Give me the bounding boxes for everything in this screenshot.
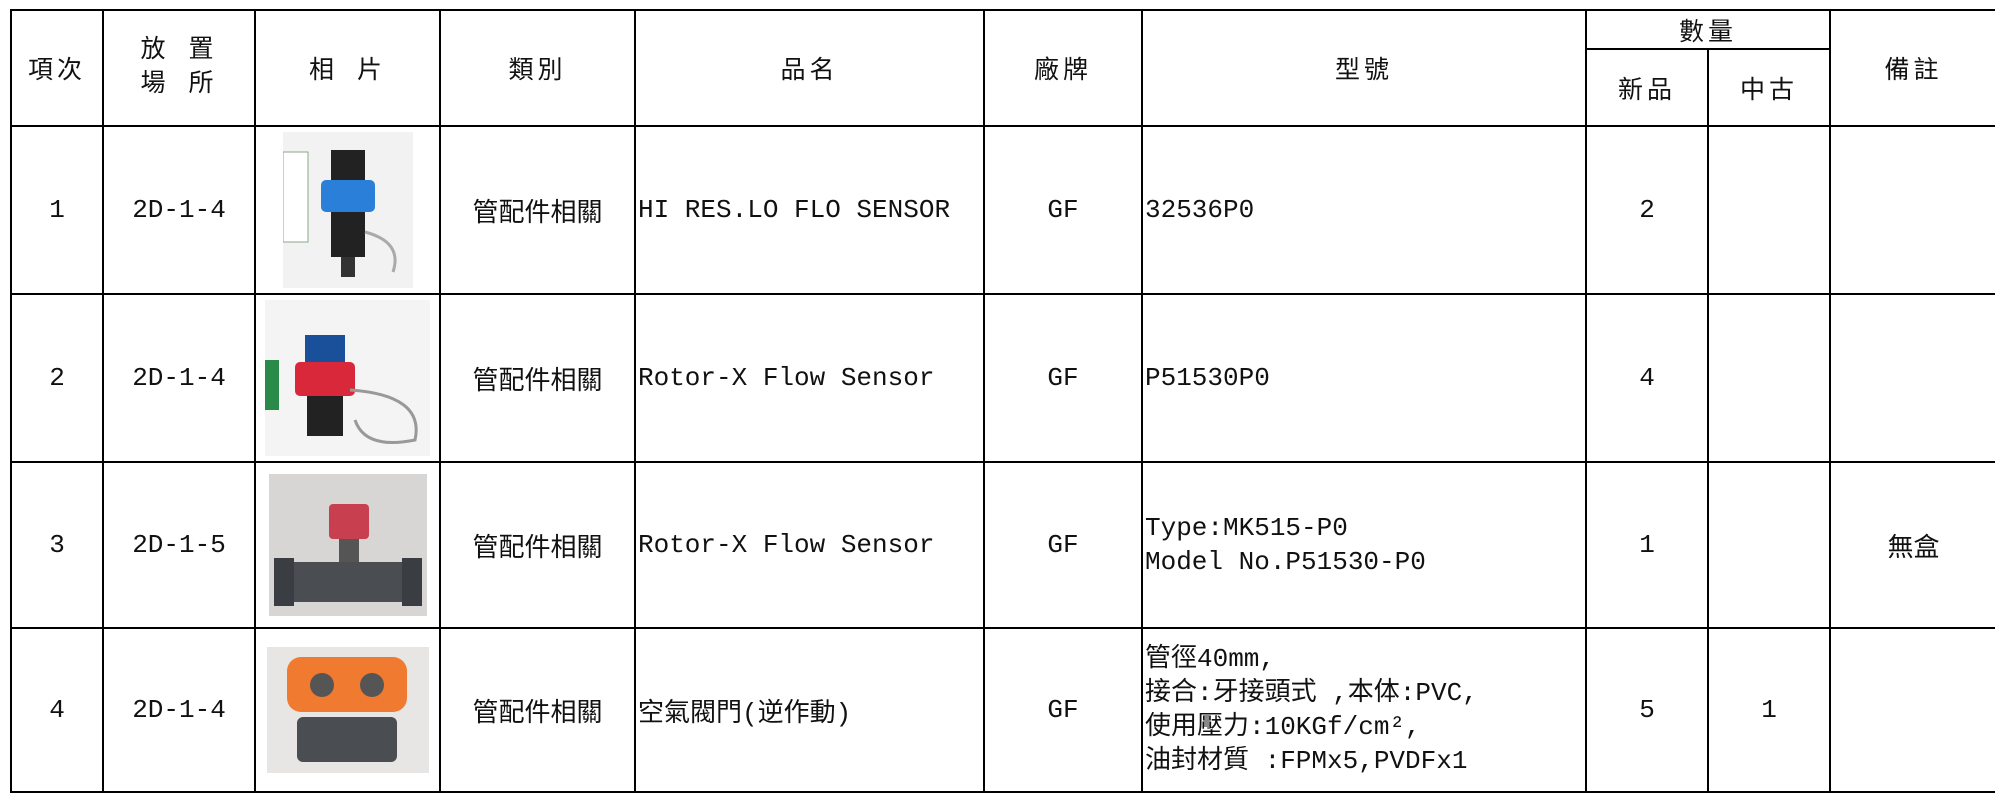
cell: 2D-1-5 (102, 461, 256, 629)
header-cell: 廠牌 (983, 9, 1143, 127)
cell: 空氣閥門(逆作動) (634, 627, 985, 793)
cell: 4 (10, 627, 104, 793)
cell (1706, 461, 1832, 629)
cell: 2D-1-4 (102, 627, 256, 793)
cell: 無盒 (1829, 461, 1995, 629)
header-cell: 品名 (634, 9, 985, 127)
product-photo (268, 474, 427, 616)
cell: GF (983, 125, 1143, 295)
model-line: Model No.P51530-P0 (1145, 547, 1426, 577)
cell: 2 (10, 293, 104, 463)
photo-cell (254, 125, 441, 295)
cell (1829, 125, 1995, 295)
header-cell: 相 片 (254, 9, 441, 127)
cell: 2D-1-4 (102, 293, 256, 463)
model-line: 油封材質 :FPMx5,PVDFx1 (1145, 746, 1468, 776)
cell (1829, 293, 1995, 463)
cell: 管配件相關 (439, 293, 636, 463)
cell: 4 (1585, 293, 1709, 463)
cell: 3 (10, 461, 104, 629)
model-line: 接合:牙接頭式 ,本体:PVC, (1145, 678, 1478, 708)
header-cell: 新品 (1585, 48, 1709, 127)
cell (1706, 293, 1832, 463)
cell: Rotor-X Flow Sensor (634, 293, 985, 463)
cell: Rotor-X Flow Sensor (634, 461, 985, 629)
product-photo (266, 647, 429, 773)
photo-cell (254, 293, 441, 463)
product-photo (282, 132, 413, 288)
header-cell: 中古 (1706, 48, 1832, 127)
photo-cell (254, 627, 441, 793)
cell: 2 (1585, 125, 1709, 295)
cell: 5 (1585, 627, 1709, 793)
header-cell: 類別 (439, 9, 636, 127)
model-line: P51530P0 (1145, 363, 1270, 393)
header-cell: 項次 (10, 9, 104, 127)
cell: 32536P0 (1141, 125, 1587, 295)
cell: 1 (10, 125, 104, 295)
cell: Type:MK515-P0 Model No.P51530-P0 (1141, 461, 1587, 629)
model-line: Type:MK515-P0 (1145, 513, 1348, 543)
model-line: 使用壓力:10KGf/cm², (1145, 712, 1421, 742)
cell: 1 (1706, 627, 1832, 793)
photo-cell (254, 461, 441, 629)
cell: GF (983, 293, 1143, 463)
header-cell: 數量 (1584, 9, 1832, 50)
cell: 1 (1585, 461, 1709, 629)
cell: GF (983, 461, 1143, 629)
model-line: 32536P0 (1145, 195, 1255, 225)
header-cell: 備註 (1829, 9, 1995, 127)
model-line: 管徑40mm, (1145, 644, 1276, 674)
cell: 管配件相關 (439, 461, 636, 629)
cell: P51530P0 (1141, 293, 1587, 463)
cell: HI RES.LO FLO SENSOR (634, 125, 985, 295)
cell: 管配件相關 (439, 627, 636, 793)
cell: 管配件相關 (439, 125, 636, 295)
cell: 2D-1-4 (102, 125, 256, 295)
header-line: 放 置 (140, 36, 218, 65)
cell (1706, 125, 1832, 295)
header-cell: 放 置場 所 (102, 9, 256, 127)
cell: 管徑40mm, 接合:牙接頭式 ,本体:PVC, 使用壓力:10KGf/cm², 油封… (1141, 627, 1587, 793)
product-photo (265, 300, 430, 456)
cell: GF (983, 627, 1143, 793)
inventory-table: 項次 放 置場 所 相 片 類別 品名 廠牌 型號 數量 備註 新品 中古 1 … (10, 9, 1995, 793)
header-cell: 型號 (1141, 9, 1587, 127)
header-line: 場 所 (140, 70, 218, 99)
cell (1829, 627, 1995, 793)
